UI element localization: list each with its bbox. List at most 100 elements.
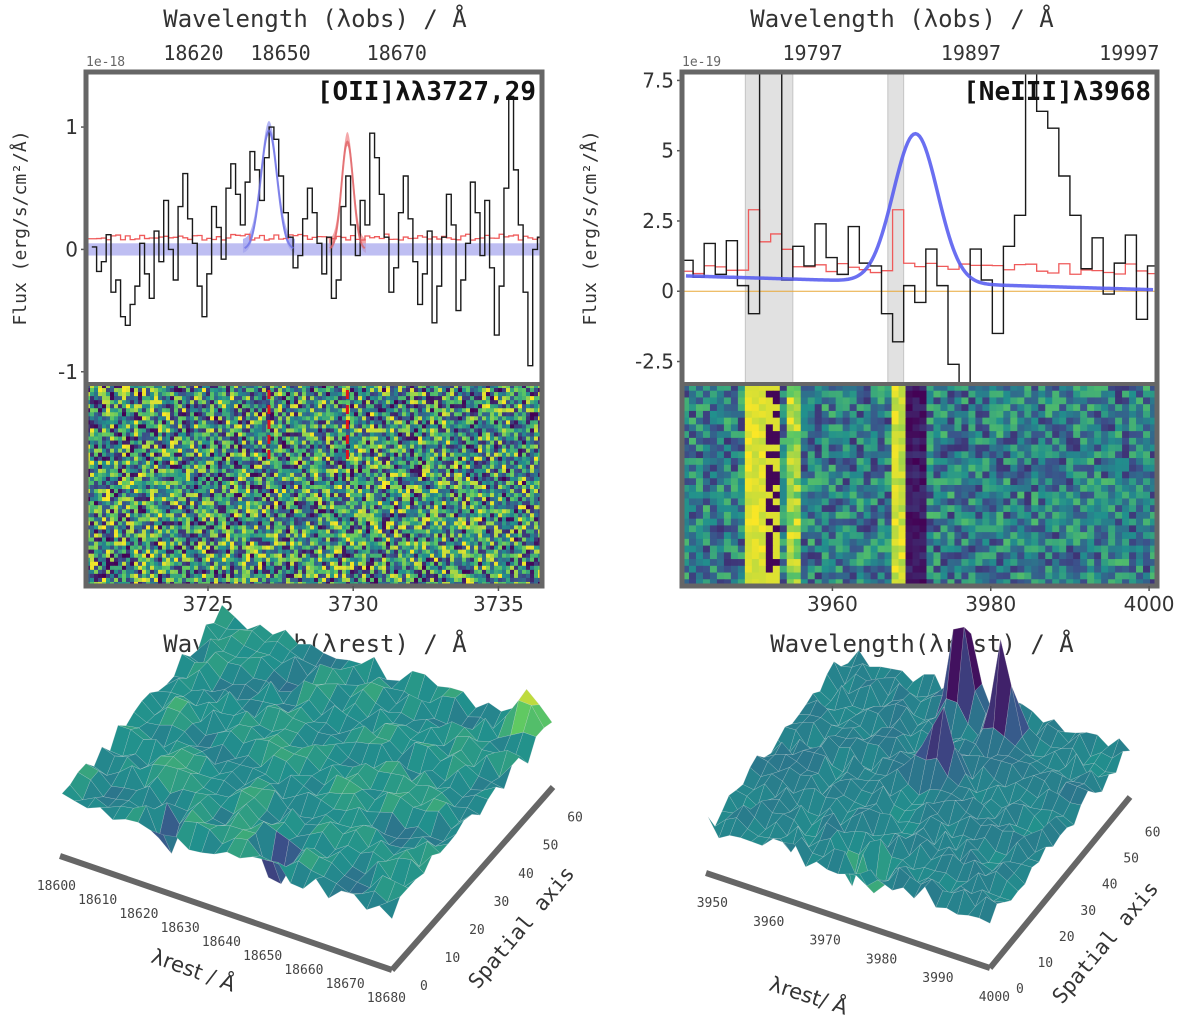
left-2d-pixel bbox=[422, 468, 427, 474]
left-2d-pixel bbox=[518, 545, 523, 551]
left-2d-pixel bbox=[142, 476, 147, 482]
left-2d-pixel bbox=[226, 553, 231, 559]
left-2d-pixel bbox=[274, 501, 279, 506]
left-2d-pixel bbox=[214, 505, 219, 510]
left-2d-pixel bbox=[430, 420, 435, 425]
left-2d-pixel bbox=[202, 525, 207, 531]
left-2d-pixel bbox=[514, 420, 519, 425]
left-2d-pixel bbox=[214, 456, 219, 462]
left-2d-pixel bbox=[502, 388, 507, 393]
left-2d-pixel bbox=[458, 533, 463, 539]
left-2d-pixel bbox=[330, 412, 335, 417]
left-2d-pixel bbox=[262, 412, 267, 417]
left-2d-pixel bbox=[382, 392, 387, 397]
left-2d-pixel bbox=[466, 392, 471, 397]
left-2d-pixel bbox=[302, 541, 307, 547]
left-2d-pixel bbox=[394, 384, 399, 389]
left-2d-pixel bbox=[454, 545, 459, 551]
left-2d-pixel bbox=[246, 505, 251, 510]
left-2d-pixel bbox=[402, 521, 407, 526]
left-2d-pixel bbox=[258, 517, 263, 522]
left-2d-pixel bbox=[310, 396, 315, 401]
left-2d-pixel bbox=[122, 444, 127, 450]
left-2d-pixel bbox=[466, 416, 471, 421]
left-2d-pixel bbox=[330, 521, 335, 526]
left-2d-pixel bbox=[422, 485, 427, 490]
left-2d-pixel bbox=[258, 404, 263, 409]
left-2d-pixel bbox=[226, 513, 231, 518]
left-2d-pixel bbox=[146, 480, 151, 486]
left-2d-pixel bbox=[366, 432, 371, 438]
left-2d-pixel bbox=[398, 448, 403, 454]
left-2d-pixel bbox=[178, 480, 183, 486]
left-2d-pixel bbox=[130, 428, 135, 434]
left-2d-pixel bbox=[346, 493, 351, 498]
left-2d-pixel bbox=[102, 485, 107, 490]
left-2d-pixel bbox=[366, 557, 371, 563]
left-2d-pixel bbox=[482, 553, 487, 559]
left-2d-pixel bbox=[122, 537, 127, 543]
left-2d-pixel bbox=[346, 485, 351, 490]
left-2d-pixel bbox=[382, 460, 387, 466]
left-2d-pixel bbox=[462, 428, 467, 434]
left-2d-pixel bbox=[458, 424, 463, 430]
left-2d-pixel bbox=[206, 420, 211, 425]
left-2d-pixel bbox=[274, 448, 279, 454]
left-2d-pixel bbox=[462, 424, 467, 430]
left-2d-pixel bbox=[386, 545, 391, 551]
left-2d-pixel bbox=[510, 396, 515, 401]
left-2d-pixel bbox=[258, 485, 263, 490]
left-2d-pixel bbox=[286, 468, 291, 474]
left-2d-pixel bbox=[106, 416, 111, 421]
left-2d-pixel bbox=[170, 444, 175, 450]
left-2d-pixel bbox=[270, 444, 275, 450]
left-2d-pixel bbox=[490, 480, 495, 486]
left-2d-pixel bbox=[446, 388, 451, 393]
left-2d-pixel bbox=[474, 440, 479, 446]
left-2d-pixel bbox=[330, 485, 335, 490]
left-2d-pixel bbox=[458, 408, 463, 413]
left-2d-pixel bbox=[142, 480, 147, 486]
left-2d-pixel bbox=[530, 404, 535, 409]
left-2d-pixel bbox=[278, 424, 283, 430]
left-2d-pixel bbox=[90, 497, 95, 502]
left-2d-pixel bbox=[490, 537, 495, 543]
left-2d-pixel bbox=[330, 493, 335, 498]
left-2d-pixel bbox=[310, 472, 315, 478]
left-2d-pixel bbox=[330, 489, 335, 494]
left-2d-pixel bbox=[318, 436, 323, 442]
left-2d-pixel bbox=[394, 525, 399, 531]
left-2d-pixel bbox=[170, 485, 175, 490]
left-2d-pixel bbox=[482, 521, 487, 526]
left-2d-pixel bbox=[130, 541, 135, 547]
left-2d-pixel bbox=[334, 549, 339, 555]
left-2d-pixel bbox=[282, 428, 287, 434]
left-2d-pixel bbox=[350, 388, 355, 393]
left-2d-pixel bbox=[382, 448, 387, 454]
left-2d-pixel bbox=[522, 545, 527, 551]
left-2d-pixel bbox=[126, 549, 131, 555]
left-2d-pixel bbox=[282, 505, 287, 510]
left-2d-pixel bbox=[270, 525, 275, 531]
left-2d-pixel bbox=[362, 452, 367, 458]
left-2d-pixel bbox=[518, 408, 523, 413]
left-2d-pixel bbox=[386, 432, 391, 438]
left-2d-pixel bbox=[326, 432, 331, 438]
left-2d-pixel bbox=[182, 452, 187, 458]
left-2d-pixel bbox=[438, 408, 443, 413]
left-2d-pixel bbox=[294, 392, 299, 397]
left-2d-pixel bbox=[406, 464, 411, 470]
left-2d-pixel bbox=[138, 412, 143, 417]
left-2d-pixel bbox=[174, 513, 179, 518]
left-2d-pixel bbox=[154, 521, 159, 526]
left-2d-pixel bbox=[298, 517, 303, 522]
left-2d-pixel bbox=[206, 533, 211, 539]
left-2d-pixel bbox=[354, 553, 359, 559]
left-2d-pixel bbox=[334, 493, 339, 498]
left-2d-pixel bbox=[402, 456, 407, 462]
left-2d-pixel bbox=[302, 440, 307, 446]
left-2d-pixel bbox=[494, 480, 499, 486]
left-2d-pixel bbox=[514, 440, 519, 446]
left-2d-pixel bbox=[414, 525, 419, 531]
left-2d-pixel bbox=[362, 444, 367, 450]
